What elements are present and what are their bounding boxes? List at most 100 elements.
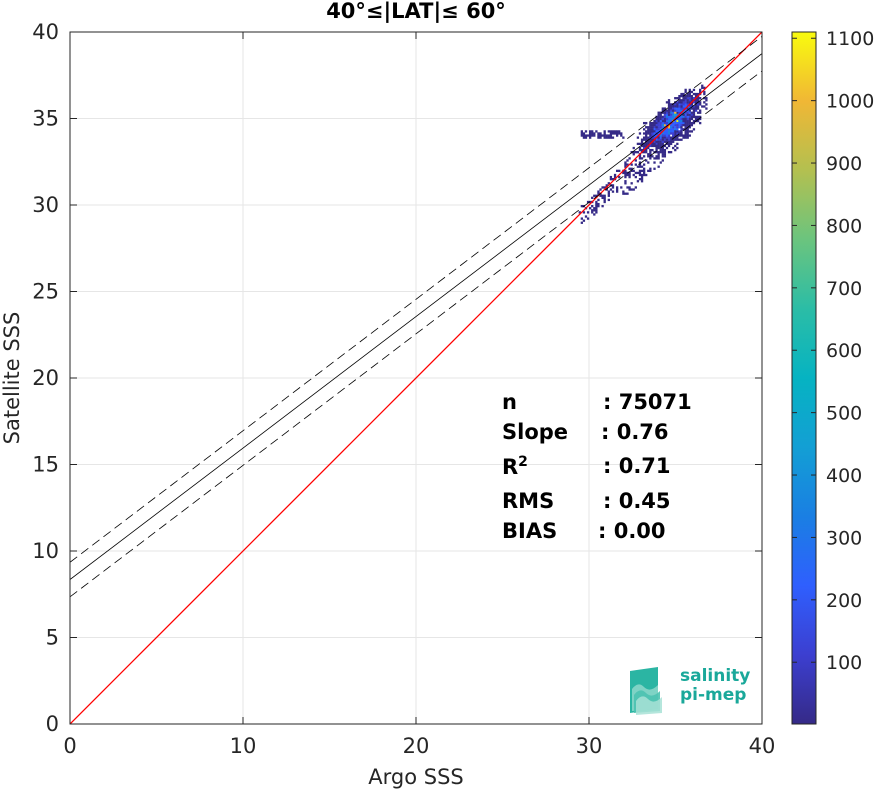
density-cell	[663, 140, 667, 143]
density-cell	[705, 99, 708, 102]
density-cell	[661, 148, 664, 152]
density-cell	[676, 142, 679, 146]
density-cell	[688, 130, 691, 133]
density-cell	[678, 97, 681, 100]
density-cell	[657, 146, 660, 150]
density-cell	[672, 130, 675, 133]
density-cell	[692, 113, 696, 116]
density-cell	[649, 124, 652, 127]
density-cell	[653, 140, 656, 143]
density-cell	[669, 136, 673, 139]
density-cell	[655, 117, 658, 121]
density-cell	[638, 142, 642, 146]
density-cell	[593, 207, 596, 210]
density-cell	[684, 88, 687, 92]
density-cell	[659, 117, 662, 121]
density-cell	[615, 130, 619, 133]
density-cell	[661, 142, 664, 146]
density-cell	[667, 103, 671, 106]
density-cell	[584, 215, 588, 218]
density-cell	[690, 117, 694, 121]
y-tick-label: 35	[32, 107, 59, 131]
density-cell	[663, 117, 667, 121]
density-cell	[686, 101, 689, 104]
density-cell	[684, 126, 687, 129]
density-cell	[607, 182, 610, 185]
density-cell	[653, 119, 656, 123]
density-cell	[690, 103, 694, 106]
density-cell	[603, 130, 606, 133]
density-cell	[597, 192, 600, 195]
density-cell	[607, 198, 610, 202]
density-cell	[649, 136, 652, 139]
density-cell	[667, 136, 671, 139]
density-cell	[649, 121, 652, 125]
density-cell	[699, 111, 702, 114]
density-cell	[676, 101, 679, 104]
density-cell	[674, 97, 677, 100]
density-cell	[667, 142, 671, 146]
density-cell	[686, 92, 689, 96]
density-cell	[692, 119, 696, 123]
density-cell	[703, 105, 706, 108]
density-cell	[626, 173, 629, 177]
density-cell	[657, 142, 660, 146]
density-cell	[597, 202, 600, 206]
density-cell	[696, 115, 700, 119]
density-cell	[651, 124, 654, 127]
density-cell	[653, 136, 656, 139]
density-cell	[678, 130, 681, 133]
density-cell	[674, 119, 677, 123]
density-cell	[686, 97, 689, 100]
density-cell	[651, 155, 654, 158]
density-cell	[599, 136, 602, 139]
density-cell	[694, 115, 698, 119]
density-cell	[674, 124, 677, 127]
density-cell	[684, 117, 687, 121]
density-cell	[667, 132, 671, 135]
density-cell	[655, 155, 658, 158]
density-cell	[663, 153, 667, 156]
density-cell	[686, 111, 689, 114]
density-cell	[647, 132, 650, 135]
density-cell	[674, 126, 677, 129]
density-cell	[640, 173, 644, 177]
density-cell	[661, 151, 664, 154]
density-cell	[601, 205, 604, 208]
density-cell	[659, 130, 662, 133]
density-cell	[692, 115, 696, 119]
density-cell	[642, 169, 646, 173]
density-cell	[655, 126, 658, 129]
density-cell	[591, 211, 594, 214]
density-cell	[684, 94, 687, 98]
density-cell	[705, 107, 708, 110]
logo-text: salinity pi-mep	[680, 667, 750, 705]
density-cell	[669, 130, 673, 133]
density-cell	[676, 138, 679, 141]
density-cell	[678, 109, 681, 112]
density-cell	[667, 119, 671, 123]
density-cell	[640, 180, 644, 183]
density-cell	[657, 119, 660, 123]
density-cell	[669, 119, 673, 123]
density-cell	[636, 165, 640, 168]
density-cell	[653, 142, 656, 146]
density-cell	[661, 134, 664, 137]
density-cell	[672, 124, 675, 127]
density-cell	[609, 188, 613, 191]
density-cell	[663, 132, 667, 135]
density-cell	[659, 126, 662, 129]
density-cell	[630, 163, 633, 166]
density-cell	[591, 205, 594, 208]
density-cell	[626, 186, 629, 189]
density-cell	[651, 148, 654, 152]
density-cell	[611, 190, 615, 193]
density-cell	[663, 134, 667, 137]
density-cell	[692, 128, 696, 131]
density-cell	[667, 138, 671, 141]
density-cell	[678, 117, 681, 121]
density-cell	[665, 101, 669, 104]
density-cell	[676, 132, 679, 135]
density-cell	[651, 126, 654, 129]
density-cell	[682, 124, 685, 127]
